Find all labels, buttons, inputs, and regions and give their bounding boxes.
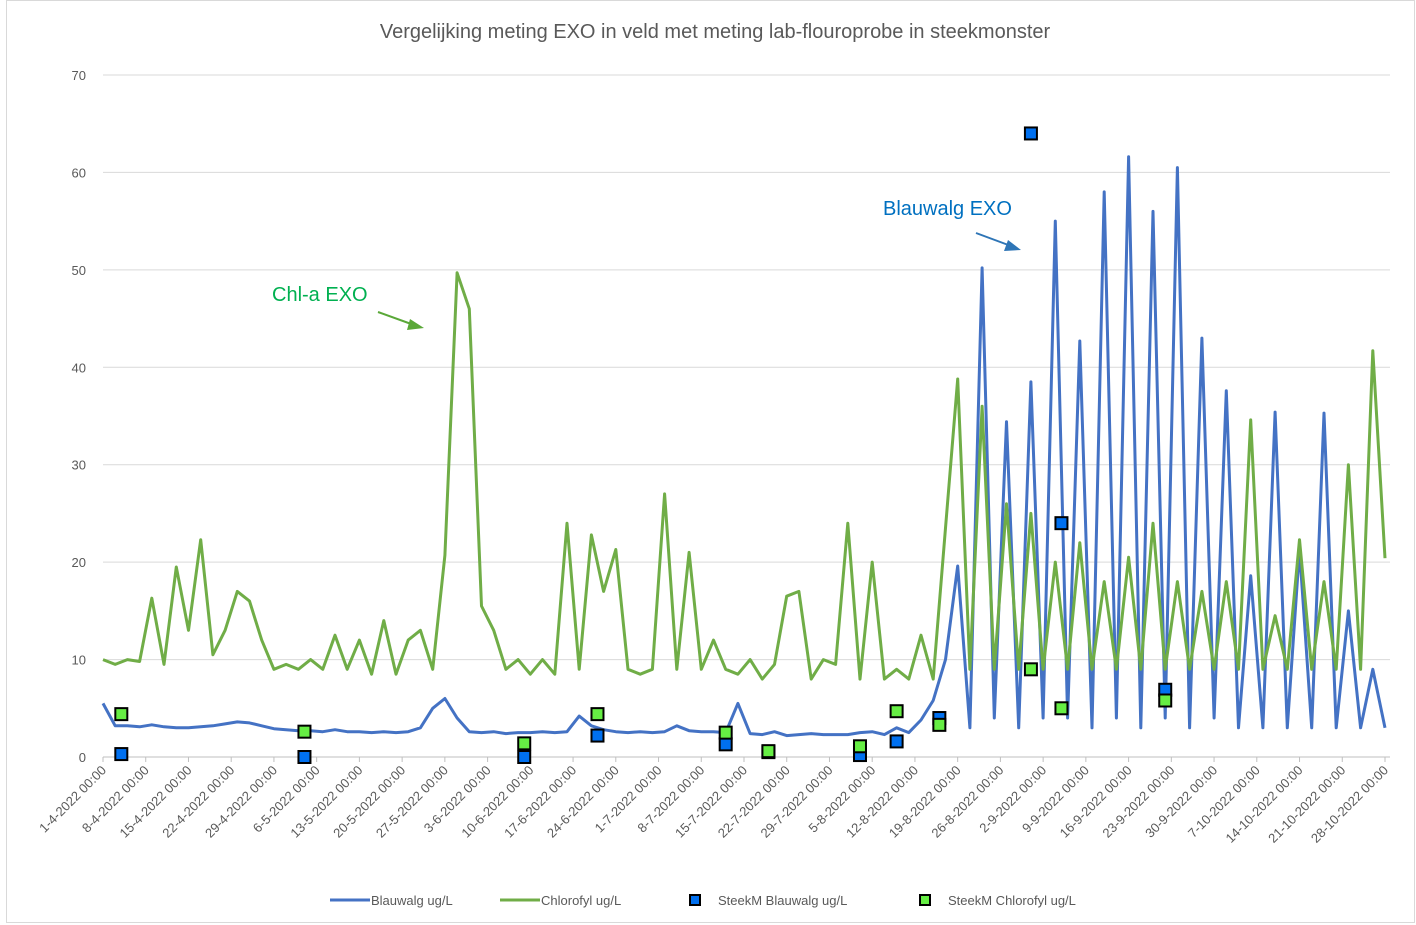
- annotation: Chl-a EXO: [272, 284, 368, 306]
- marker: [297, 750, 312, 764]
- legend-label: SteekM Chlorofyl ug/L: [948, 893, 1076, 908]
- marker: [517, 736, 532, 751]
- y-tick-label: 70: [72, 68, 86, 83]
- legend-label: SteekM Blauwalg ug/L: [718, 893, 847, 908]
- legend-label: Blauwalg ug/L: [371, 893, 453, 908]
- y-tick-label: 40: [72, 360, 86, 375]
- marker: [590, 728, 605, 743]
- marker: [1023, 662, 1038, 677]
- y-tick-label: 0: [79, 750, 86, 765]
- marker: [590, 707, 605, 722]
- annotation-arrowhead: [407, 319, 424, 330]
- marker: [889, 704, 904, 719]
- legend-label: Chlorofyl ug/L: [541, 893, 621, 908]
- marker: [517, 750, 532, 764]
- marker: [1054, 701, 1069, 716]
- annotation-arrow: [975, 232, 1012, 247]
- marker: [852, 739, 867, 754]
- marker: [1023, 126, 1038, 141]
- marker: [718, 725, 733, 740]
- series-line: [102, 271, 1387, 681]
- annotation: Blauwalg EXO: [883, 198, 1012, 220]
- marker: [932, 717, 947, 732]
- y-tick-label: 30: [72, 458, 86, 473]
- y-tick-label: 10: [72, 653, 86, 668]
- chart-title: Vergelijking meting EXO in veld met meti…: [380, 21, 1051, 43]
- marker: [761, 744, 776, 759]
- annotation-arrowhead: [1004, 240, 1021, 251]
- marker: [718, 737, 733, 752]
- y-tick-label: 60: [72, 165, 86, 180]
- chart-frame: [6, 0, 1415, 923]
- marker: [1158, 693, 1173, 708]
- marker: [114, 707, 129, 722]
- marker: [889, 734, 904, 749]
- annotation-arrow: [377, 311, 415, 326]
- marker: [114, 747, 129, 762]
- series-line: [101, 155, 1387, 738]
- y-tick-label: 50: [72, 263, 86, 278]
- y-tick-label: 20: [72, 555, 86, 570]
- marker: [297, 724, 312, 739]
- legend-swatch: [919, 894, 931, 906]
- legend-swatch: [689, 894, 701, 906]
- marker: [1054, 516, 1069, 531]
